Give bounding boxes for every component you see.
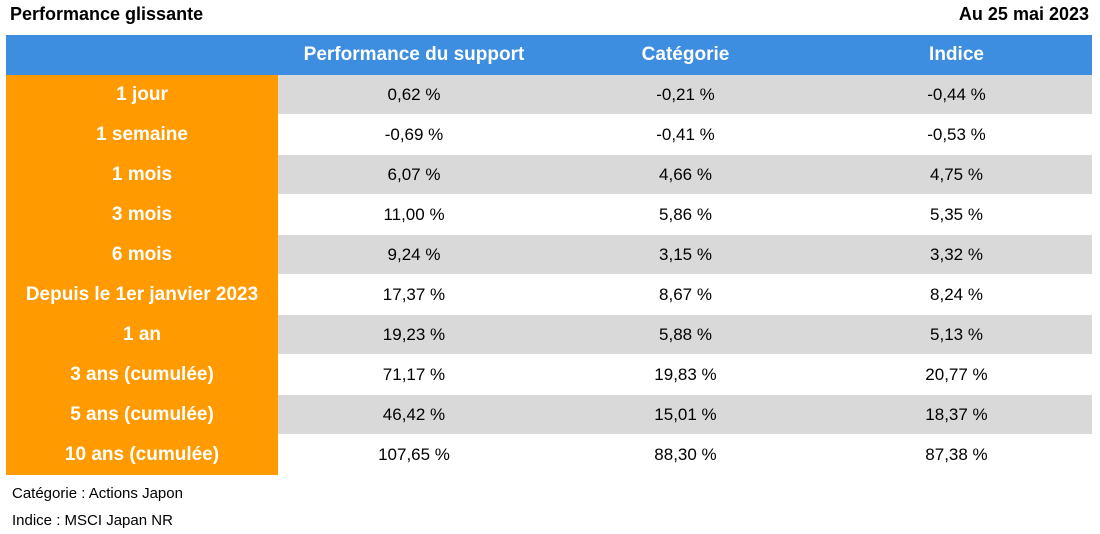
- cell-indice: 87,38 %: [821, 435, 1092, 475]
- table-header: Performance du support Catégorie Indice: [6, 35, 1092, 75]
- cell-categorie: 19,83 %: [550, 355, 821, 395]
- header-categorie: Catégorie: [641, 44, 730, 65]
- table-row: 1 an 19,23 % 5,88 % 5,13 %: [6, 315, 1092, 355]
- table-row: 3 ans (cumulée) 71,17 % 19,83 % 20,77 %: [6, 355, 1092, 395]
- cell-indice: -0,44 %: [821, 75, 1092, 115]
- row-period-label: Depuis le 1er janvier 2023: [6, 275, 278, 315]
- cell-support: 19,23 %: [278, 315, 550, 355]
- cell-indice: -0,53 %: [821, 115, 1092, 155]
- cell-support: 11,00 %: [278, 195, 550, 235]
- cell-indice: 5,13 %: [821, 315, 1092, 355]
- row-period-label: 10 ans (cumulée): [6, 435, 278, 475]
- cell-support: 46,42 %: [278, 395, 550, 435]
- cell-categorie: 3,15 %: [550, 235, 821, 275]
- cell-support: 9,24 %: [278, 235, 550, 275]
- cell-indice: 3,32 %: [821, 235, 1092, 275]
- row-period-label: 1 semaine: [6, 115, 278, 155]
- cell-indice: 5,35 %: [821, 195, 1092, 235]
- cell-support: 6,07 %: [278, 155, 550, 195]
- table-body: 1 jour 0,62 % -0,21 % -0,44 % 1 semaine -0,69…: [6, 75, 1092, 475]
- cell-indice: 4,75 %: [821, 155, 1092, 195]
- row-period-label: 1 an: [6, 315, 278, 355]
- row-period-label: 5 ans (cumulée): [6, 395, 278, 435]
- table-row: 5 ans (cumulée) 46,42 % 15,01 % 18,37 %: [6, 395, 1092, 435]
- cell-categorie: 4,66 %: [550, 155, 821, 195]
- cell-categorie: -0,21 %: [550, 75, 821, 115]
- as-of-date: Au 25 mai 2023: [958, 4, 1089, 24]
- cell-categorie: -0,41 %: [550, 115, 821, 155]
- cell-support: 107,65 %: [278, 435, 550, 475]
- cell-indice: 18,37 %: [821, 395, 1092, 435]
- page-title: Performance glissante: [10, 4, 204, 24]
- performance-table: Performance du support Catégorie Indice …: [6, 35, 1092, 475]
- cell-support: 0,62 %: [278, 75, 550, 115]
- cell-categorie: 15,01 %: [550, 395, 821, 435]
- cell-indice: 8,24 %: [821, 275, 1092, 315]
- row-period-label: 1 jour: [6, 75, 278, 115]
- cell-categorie: 88,30 %: [550, 435, 821, 475]
- row-period-label: 3 ans (cumulée): [6, 355, 278, 395]
- table-row: 10 ans (cumulée) 107,65 % 88,30 % 87,38 %: [6, 435, 1092, 475]
- table-row: 1 semaine -0,69 % -0,41 % -0,53 %: [6, 115, 1092, 155]
- cell-categorie: 8,67 %: [550, 275, 821, 315]
- table-row: 1 jour 0,62 % -0,21 % -0,44 %: [6, 75, 1092, 115]
- cell-support: 17,37 %: [278, 275, 550, 315]
- header-indice: Indice: [929, 44, 984, 65]
- cell-categorie: 5,88 %: [550, 315, 821, 355]
- cell-categorie: 5,86 %: [550, 195, 821, 235]
- table-row: Depuis le 1er janvier 2023 17,37 % 8,67 % 8…: [6, 275, 1092, 315]
- header-period-cell: [6, 35, 278, 75]
- footnote-indice: Indice : MSCI Japan NR: [12, 512, 173, 529]
- row-period-label: 3 mois: [6, 195, 278, 235]
- row-period-label: 6 mois: [6, 235, 278, 275]
- footnotes: Catégorie : Actions Japon Indice : MSCI …: [12, 480, 183, 534]
- table-row: 1 mois 6,07 % 4,66 % 4,75 %: [6, 155, 1092, 195]
- row-period-label: 1 mois: [6, 155, 278, 195]
- table-row: 3 mois 11,00 % 5,86 % 5,35 %: [6, 195, 1092, 235]
- footnote-categorie: Catégorie : Actions Japon: [12, 485, 183, 502]
- cell-indice: 20,77 %: [821, 355, 1092, 395]
- cell-support: -0,69 %: [278, 115, 550, 155]
- table-row: 6 mois 9,24 % 3,15 % 3,32 %: [6, 235, 1092, 275]
- cell-support: 71,17 %: [278, 355, 550, 395]
- header-support: Performance du support: [303, 44, 525, 65]
